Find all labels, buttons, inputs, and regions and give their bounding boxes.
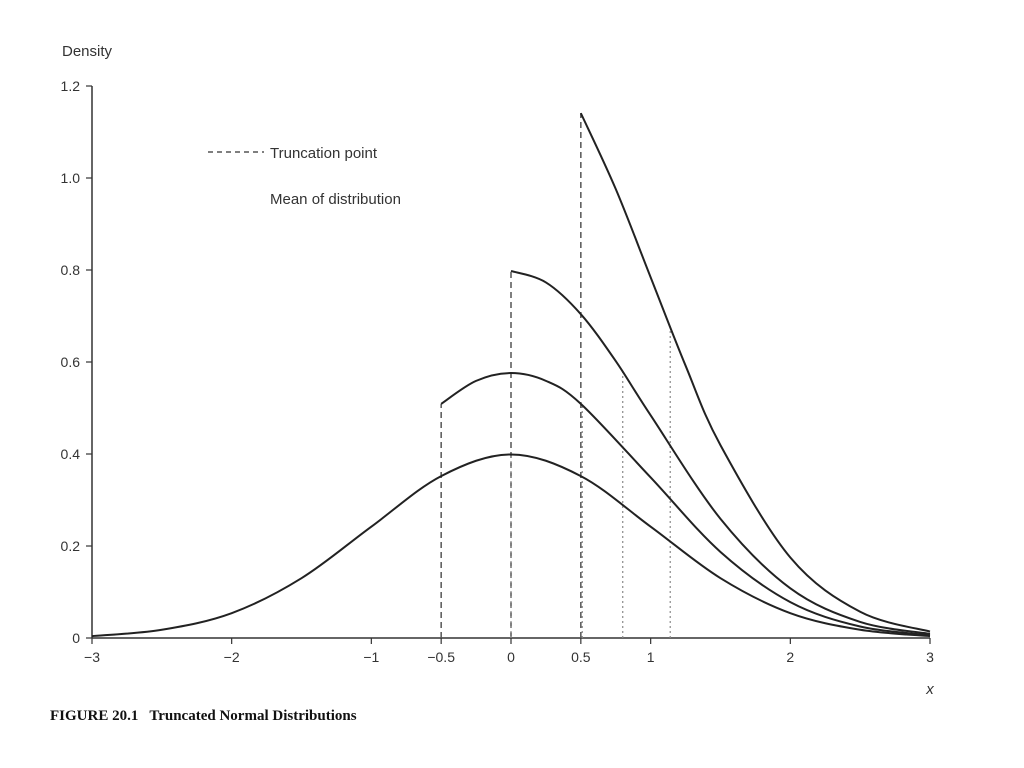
x-tick-label: −1 — [363, 649, 379, 665]
x-tick-label: −0.5 — [427, 649, 455, 665]
truncation-lines-layer — [440, 113, 582, 638]
y-axis-title: Density — [62, 43, 113, 60]
x-tick-label: 0 — [507, 649, 515, 665]
y-tick-label: 1.2 — [61, 78, 81, 94]
legend-mean-label: Mean of distribution — [270, 191, 401, 208]
density-curve-0 — [91, 453, 931, 638]
x-axis-title: x — [925, 681, 934, 698]
figure-caption: FIGURE 20.1 Truncated Normal Distributio… — [50, 708, 357, 724]
density-curves-layer — [91, 112, 931, 638]
density-curve-2 — [510, 269, 931, 635]
y-tick-label: 0.2 — [61, 538, 81, 554]
legend-truncation-label: Truncation point — [270, 145, 378, 162]
y-tick-label: 0.6 — [61, 354, 81, 370]
x-tick-label: −3 — [84, 649, 100, 665]
mean-lines-layer — [510, 326, 671, 638]
axes-layer: −3 −2 −1 −0.5 0 0.5 1 2 3 0 0.2 0.4 0.6 0.8 1.0 1.2 — [61, 78, 935, 665]
x-tick-label: 0.5 — [571, 649, 591, 665]
y-tick-label: 0.8 — [61, 262, 81, 278]
x-tick-label: 3 — [926, 649, 934, 665]
y-tick-label: 1.0 — [61, 170, 81, 186]
density-curve-1 — [440, 372, 931, 637]
y-tick-label: 0.4 — [61, 446, 81, 462]
x-tick-label: −2 — [224, 649, 240, 665]
x-tick-label: 2 — [786, 649, 794, 665]
density-curve-3 — [579, 112, 931, 633]
legend: Truncation point Mean of distribution — [208, 145, 401, 208]
y-tick-label: 0 — [72, 630, 80, 646]
truncated-normal-chart: Density x −3 −2 −1 −0.5 0 0.5 1 2 3 0 0.2 0.4 0.6 0.8… — [61, 43, 935, 698]
x-tick-label: 1 — [647, 649, 655, 665]
